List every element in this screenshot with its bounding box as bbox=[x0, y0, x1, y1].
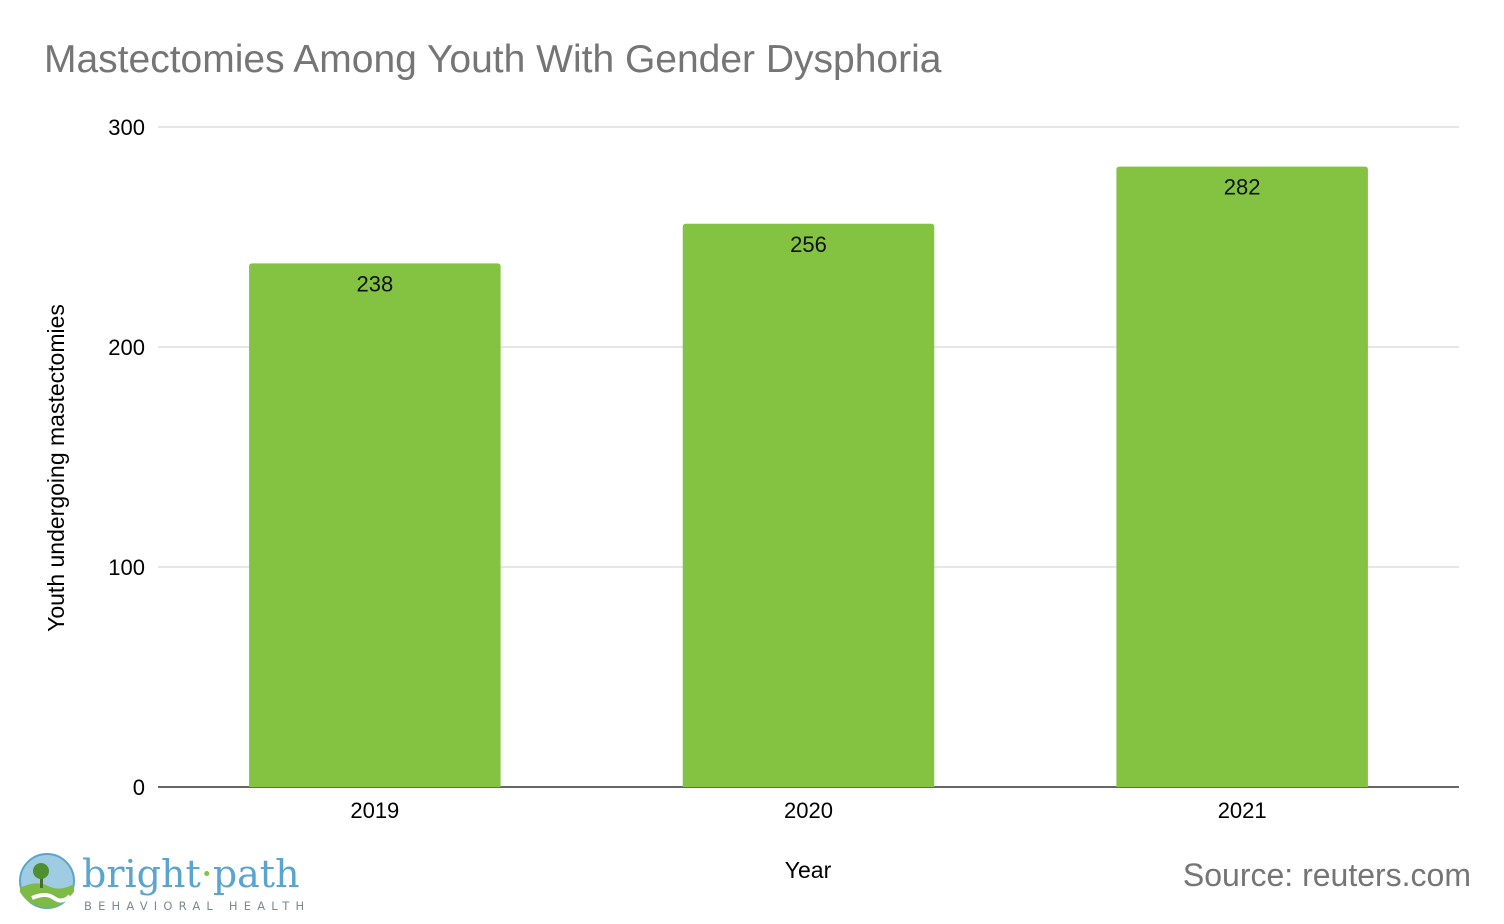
x-tick-labels: 2019 2020 2021 bbox=[350, 798, 1266, 823]
x-tick-label: 2019 bbox=[350, 798, 399, 823]
source-note: Source: reuters.com bbox=[1182, 857, 1471, 893]
tree-landscape-icon bbox=[19, 853, 75, 909]
y-tick-label: 300 bbox=[108, 115, 145, 140]
bars bbox=[249, 166, 1368, 788]
y-axis-label: Youth undergoing mastectomies bbox=[43, 304, 69, 632]
bar bbox=[249, 263, 501, 787]
bar bbox=[682, 223, 935, 788]
data-label: 238 bbox=[356, 271, 393, 296]
logo-tagline: BEHAVIORAL HEALTH bbox=[84, 899, 311, 913]
bar bbox=[1116, 166, 1368, 788]
chart-title: Mastectomies Among Youth With Gender Dys… bbox=[44, 38, 942, 81]
data-labels: 238 256 282 bbox=[356, 175, 1260, 297]
y-tick-labels: 0 100 200 300 bbox=[108, 115, 145, 800]
x-axis-label: Year bbox=[785, 857, 832, 883]
y-tick-label: 0 bbox=[133, 775, 145, 800]
brand-logo: bright·path BEHAVIORAL HEALTH bbox=[18, 848, 318, 918]
x-tick-label: 2021 bbox=[1218, 798, 1267, 823]
y-tick-label: 100 bbox=[108, 555, 145, 580]
x-tick-label: 2020 bbox=[784, 798, 833, 823]
data-label: 256 bbox=[790, 232, 827, 257]
data-label: 282 bbox=[1224, 175, 1261, 200]
y-tick-label: 200 bbox=[108, 335, 145, 360]
logo-wordmark: bright·path bbox=[82, 852, 300, 896]
